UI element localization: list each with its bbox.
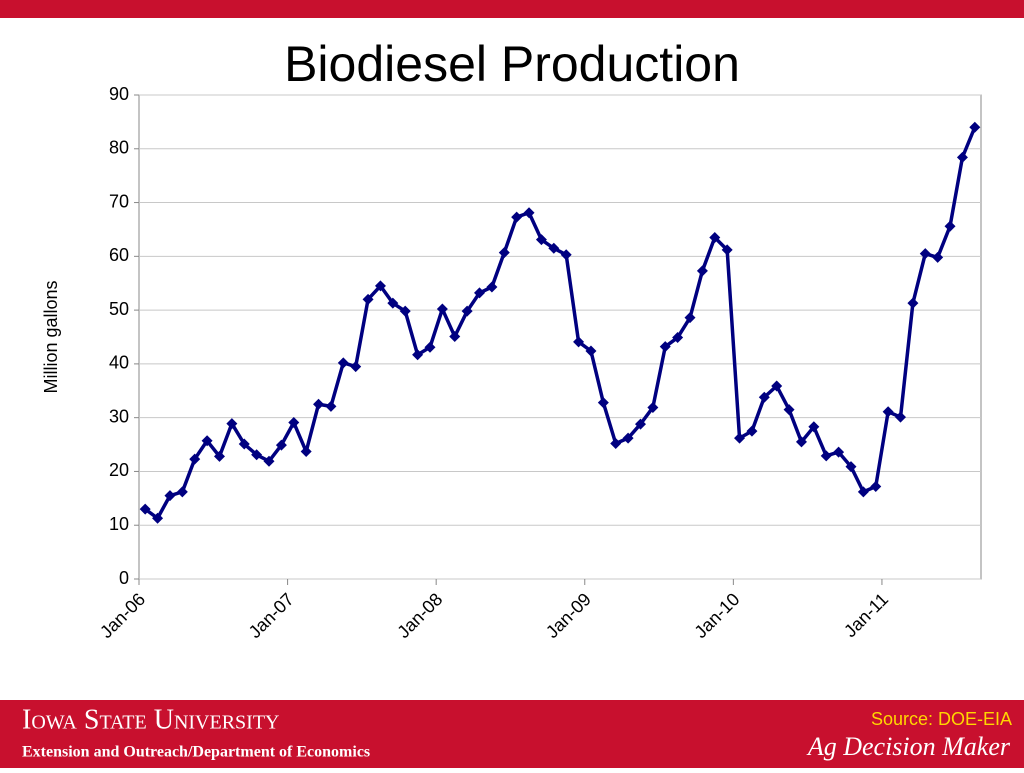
marker [771, 380, 783, 392]
marker [610, 437, 622, 449]
marker [684, 312, 696, 324]
marker [734, 432, 746, 444]
y-tick-label: 30 [109, 406, 129, 426]
x-tick-label: Jan-07 [245, 589, 298, 642]
marker [350, 361, 362, 373]
y-tick-label: 10 [109, 514, 129, 534]
marker [523, 207, 535, 219]
chart-title: Biodiesel Production [284, 36, 740, 92]
marker [548, 242, 560, 254]
marker [820, 450, 832, 462]
marker [164, 490, 176, 502]
marker [956, 151, 968, 163]
marker [907, 297, 919, 309]
marker [659, 341, 671, 353]
marker [387, 297, 399, 309]
y-tick-label: 60 [109, 245, 129, 265]
y-tick-label: 20 [109, 460, 129, 480]
marker [845, 461, 857, 473]
marker [213, 450, 225, 462]
marker [721, 244, 733, 256]
marker [226, 418, 238, 430]
marker [647, 401, 659, 413]
marker [263, 455, 275, 467]
x-tick-label: Jan-08 [393, 589, 446, 642]
marker [783, 404, 795, 416]
marker [399, 305, 411, 317]
marker [176, 486, 188, 498]
y-tick-label: 70 [109, 191, 129, 211]
y-tick-label: 80 [109, 138, 129, 158]
marker [919, 248, 931, 260]
marker [201, 435, 213, 447]
marker [474, 287, 486, 299]
brand: Ag Decision Maker [806, 732, 1011, 761]
x-tick-label: Jan-06 [96, 589, 149, 642]
marker [944, 220, 956, 232]
marker [758, 391, 770, 403]
marker [597, 397, 609, 409]
marker [882, 406, 894, 418]
marker [325, 400, 337, 412]
marker [251, 449, 263, 461]
marker [746, 425, 758, 437]
university-name: Iowa State University [22, 704, 280, 735]
y-tick-label: 50 [109, 299, 129, 319]
footer-bar [0, 700, 1024, 768]
x-tick-label: Jan-11 [840, 589, 892, 641]
marker [808, 421, 820, 433]
marker [189, 453, 201, 465]
marker [535, 234, 547, 246]
marker [560, 249, 572, 261]
y-tick-label: 0 [119, 568, 129, 588]
y-axis-label: Million gallons [41, 280, 61, 393]
marker [895, 411, 907, 423]
y-tick-label: 90 [109, 84, 129, 104]
marker [857, 486, 869, 498]
marker [795, 436, 807, 448]
marker [622, 432, 634, 444]
marker [585, 345, 597, 357]
y-tick-label: 40 [109, 353, 129, 373]
marker [932, 251, 944, 263]
marker [634, 418, 646, 430]
marker [412, 349, 424, 361]
marker [833, 446, 845, 458]
marker [374, 280, 386, 292]
marker [436, 303, 448, 315]
marker [152, 512, 164, 524]
top-bar [0, 0, 1024, 18]
marker [424, 341, 436, 353]
marker [288, 417, 300, 429]
x-tick-label: Jan-09 [542, 589, 595, 642]
marker [672, 332, 684, 344]
marker [275, 439, 287, 451]
marker [486, 281, 498, 293]
department: Extension and Outreach/Department of Eco… [22, 744, 370, 761]
source: Source: DOE-EIA [871, 709, 1012, 729]
marker [362, 293, 374, 305]
x-tick-label: Jan-10 [690, 589, 743, 642]
marker [337, 357, 349, 369]
marker [870, 481, 882, 493]
marker [709, 232, 721, 244]
marker [573, 336, 585, 348]
marker [969, 121, 981, 133]
marker [238, 438, 250, 450]
marker [511, 211, 523, 223]
marker [449, 330, 461, 342]
plot-area [138, 94, 982, 580]
marker [313, 398, 325, 410]
marker [139, 503, 151, 515]
marker [498, 247, 510, 259]
marker [696, 265, 708, 277]
marker [300, 446, 312, 458]
marker [461, 305, 473, 317]
